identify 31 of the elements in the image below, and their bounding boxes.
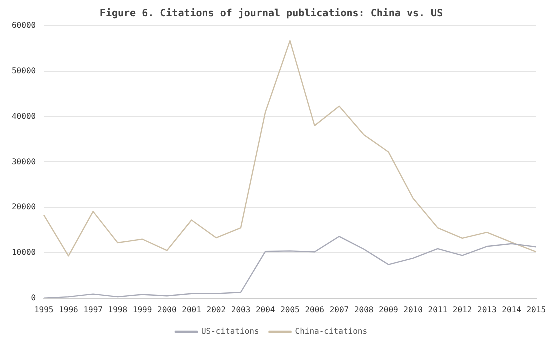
x-tick-label: 2005	[280, 305, 300, 314]
y-tick-label: 20000	[12, 202, 36, 212]
x-tick-label: 1995	[34, 305, 54, 314]
x-tick-label: 2008	[354, 305, 374, 314]
x-tick-label: 2006	[305, 305, 325, 314]
x-tick-label: 2003	[231, 305, 251, 314]
y-tick-label: 60000	[12, 21, 36, 30]
x-tick-label: 2007	[330, 305, 350, 314]
x-tick-label: 2015	[526, 305, 546, 314]
x-tick-label: 2013	[478, 305, 497, 314]
x-tick-label: 2011	[428, 305, 448, 314]
x-tick-label: 1998	[108, 305, 128, 314]
x-tick-label: 2010	[404, 305, 424, 314]
y-tick-label: 40000	[12, 112, 36, 121]
x-tick-label: 2001	[182, 305, 202, 314]
y-tick-label: 10000	[12, 248, 36, 258]
y-tick-label: 0	[31, 293, 36, 302]
x-tick-label: 2000	[158, 305, 177, 314]
y-tick-label: 50000	[12, 66, 36, 76]
chart-title: Figure 6. Citations of journal publications: China vs. US	[100, 8, 444, 20]
y-tick-label: 30000	[12, 157, 36, 166]
x-tick-label: 1996	[59, 305, 79, 314]
x-tick-label: 1997	[84, 305, 104, 314]
x-tick-label: 2009	[379, 305, 398, 314]
x-tick-label: 2002	[206, 305, 226, 314]
x-tick-label: 1999	[132, 305, 152, 314]
legend-label: US-citations	[201, 327, 260, 336]
x-tick-label: 2004	[256, 305, 276, 314]
x-tick-label: 2012	[452, 305, 472, 314]
legend-label: China-citations	[295, 327, 368, 336]
x-tick-label: 2014	[502, 305, 522, 314]
